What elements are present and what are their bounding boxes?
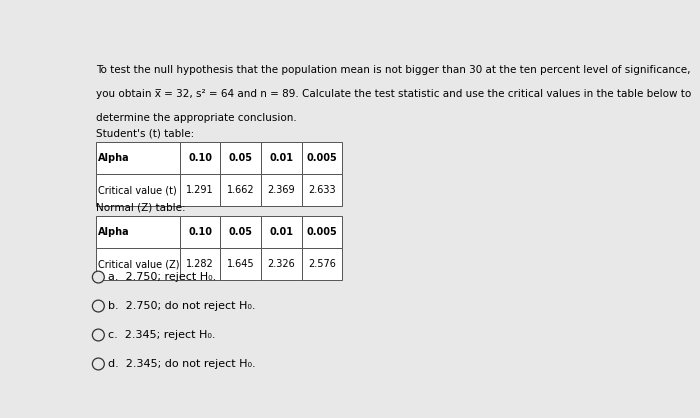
Bar (261, 216, 302, 248)
Ellipse shape (92, 300, 104, 312)
Text: 2.369: 2.369 (267, 185, 295, 195)
Text: 0.05: 0.05 (229, 227, 253, 237)
Text: 1.645: 1.645 (227, 259, 255, 269)
Ellipse shape (92, 358, 104, 370)
Text: 0.005: 0.005 (307, 227, 337, 237)
Bar (261, 142, 302, 174)
Text: c.  2.345; reject H₀.: c. 2.345; reject H₀. (108, 330, 216, 340)
Text: 2.633: 2.633 (308, 185, 336, 195)
Bar (96, 174, 180, 206)
Bar (180, 142, 220, 174)
Text: 0.01: 0.01 (270, 227, 293, 237)
Bar (220, 216, 261, 248)
Text: 0.05: 0.05 (229, 153, 253, 163)
Bar (261, 248, 302, 280)
Text: Alpha: Alpha (98, 153, 130, 163)
Bar (96, 216, 180, 248)
Bar (261, 174, 302, 206)
Text: 0.01: 0.01 (270, 153, 293, 163)
Text: a.  2.750; reject H₀.: a. 2.750; reject H₀. (108, 272, 216, 282)
Text: Normal (Z) table:: Normal (Z) table: (96, 203, 186, 213)
Ellipse shape (92, 271, 104, 283)
Bar (302, 142, 342, 174)
Text: Critical value (t): Critical value (t) (98, 185, 176, 195)
Bar (180, 248, 220, 280)
Bar (302, 248, 342, 280)
Text: Student's (t) table:: Student's (t) table: (96, 129, 194, 139)
Text: determine the appropriate conclusion.: determine the appropriate conclusion. (96, 113, 296, 123)
Bar (220, 174, 261, 206)
Bar (180, 216, 220, 248)
Bar (96, 248, 180, 280)
Text: d.  2.345; do not reject H₀.: d. 2.345; do not reject H₀. (108, 359, 256, 369)
Bar (302, 216, 342, 248)
Text: 1.282: 1.282 (186, 259, 214, 269)
Bar (302, 174, 342, 206)
Text: 0.10: 0.10 (188, 153, 212, 163)
Bar (220, 142, 261, 174)
Text: Critical value (Z): Critical value (Z) (98, 259, 179, 269)
Text: 0.10: 0.10 (188, 227, 212, 237)
Bar (220, 248, 261, 280)
Text: Alpha: Alpha (98, 227, 130, 237)
Ellipse shape (92, 329, 104, 341)
Text: To test the null hypothesis that the population mean is not bigger than 30 at th: To test the null hypothesis that the pop… (96, 65, 690, 75)
Text: 1.662: 1.662 (227, 185, 255, 195)
Bar (180, 174, 220, 206)
Text: 2.326: 2.326 (267, 259, 295, 269)
Text: 0.005: 0.005 (307, 153, 337, 163)
Text: you obtain x̅ = 32, s² = 64 and n = 89. Calculate the test statistic and use the: you obtain x̅ = 32, s² = 64 and n = 89. … (96, 89, 691, 99)
Text: b.  2.750; do not reject H₀.: b. 2.750; do not reject H₀. (108, 301, 256, 311)
Text: 2.576: 2.576 (308, 259, 336, 269)
Text: 1.291: 1.291 (186, 185, 214, 195)
Bar (96, 142, 180, 174)
